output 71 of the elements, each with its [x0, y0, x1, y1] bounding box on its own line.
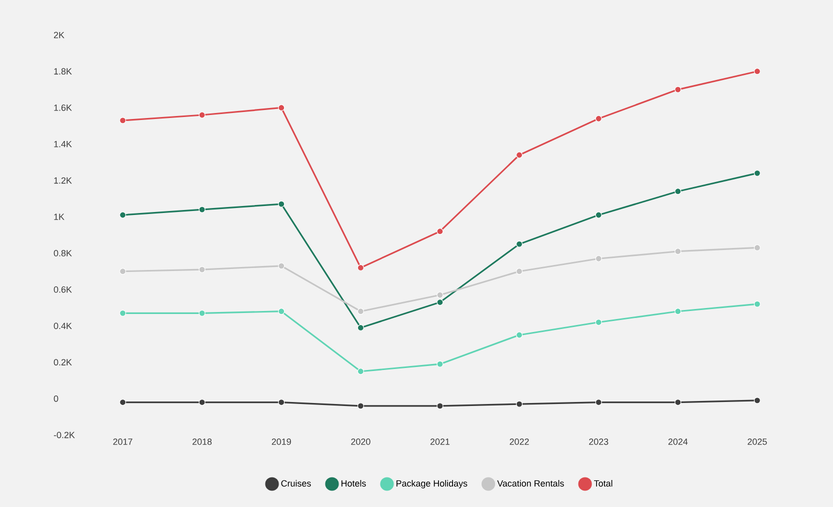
point	[595, 318, 602, 326]
y-tick-label: 1.4K	[54, 141, 72, 148]
y-tick-label: 0.2K	[54, 359, 72, 366]
legend-label: Total	[594, 480, 612, 487]
point	[198, 310, 206, 316]
x-tick-label: 2017	[113, 438, 132, 445]
point	[516, 268, 523, 275]
point	[754, 170, 761, 176]
legend-label: Package Holidays	[396, 480, 468, 488]
point	[595, 255, 602, 262]
point	[754, 68, 761, 75]
x-tick-label: 2020	[351, 438, 370, 445]
point	[278, 262, 285, 270]
point	[436, 292, 444, 298]
point	[357, 264, 364, 272]
x-tick-label: 2025	[748, 438, 767, 445]
y-tick-label: 1.2K	[54, 177, 72, 184]
point	[674, 248, 682, 255]
point	[119, 398, 126, 406]
point	[754, 397, 761, 404]
y-tick-label: 1K	[54, 214, 64, 220]
point	[516, 240, 523, 248]
point	[198, 266, 206, 273]
point	[436, 402, 444, 410]
y-tick-label: 1.6K	[54, 104, 72, 111]
point	[357, 368, 364, 375]
point	[436, 360, 444, 368]
point	[198, 112, 206, 118]
point	[754, 244, 761, 252]
y-tick-label: 0.8K	[54, 250, 72, 256]
x-tick-label: 2024	[668, 438, 688, 445]
point	[754, 300, 761, 308]
point	[516, 400, 523, 408]
point	[595, 212, 602, 218]
x-tick-label: 2022	[510, 438, 529, 445]
point	[357, 324, 364, 332]
x-tick-label: 2019	[272, 438, 291, 445]
point	[595, 398, 602, 406]
point	[119, 268, 126, 275]
point	[595, 115, 602, 122]
point	[357, 402, 364, 410]
point	[198, 398, 206, 406]
y-tick-label: 2K	[54, 32, 64, 38]
point	[119, 117, 126, 124]
legend-label: Hotels	[342, 480, 366, 487]
point	[198, 206, 206, 213]
point	[674, 188, 682, 195]
point	[119, 212, 126, 218]
point	[278, 308, 285, 315]
point	[436, 228, 444, 235]
legend-label: Vacation Rentals	[497, 480, 564, 487]
point	[674, 86, 682, 93]
y-tick-label: 1.8K	[54, 68, 72, 75]
point	[436, 298, 444, 306]
legend-label: Cruises	[281, 480, 311, 487]
point	[357, 308, 364, 315]
x-tick-label: 2021	[430, 438, 450, 445]
y-tick-label: 0.6K	[54, 286, 72, 293]
point	[278, 398, 285, 406]
point	[674, 398, 682, 406]
x-tick-label: 2023	[589, 438, 608, 445]
point	[516, 332, 523, 338]
point	[516, 152, 523, 158]
y-tick-label: -0.2K	[54, 432, 75, 438]
point	[674, 308, 682, 315]
y-tick-label: 0.4K	[54, 322, 72, 330]
point	[119, 310, 126, 316]
point	[278, 104, 285, 112]
x-tick-label: 2018	[192, 438, 212, 445]
y-tick-label: 0	[54, 395, 58, 402]
point	[278, 200, 285, 208]
